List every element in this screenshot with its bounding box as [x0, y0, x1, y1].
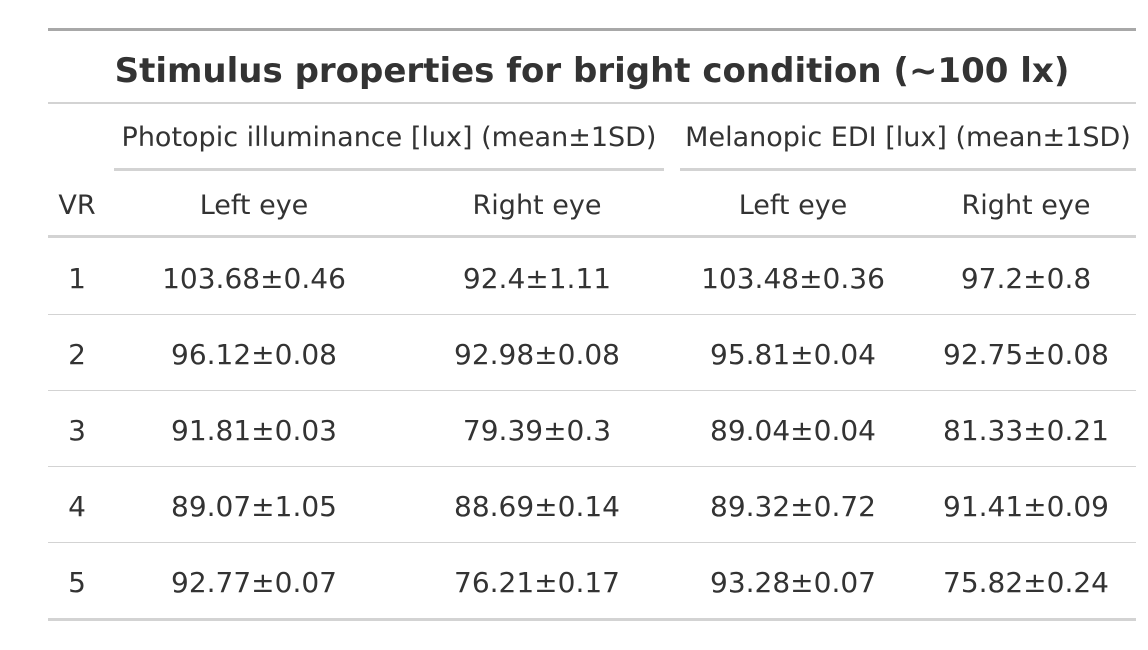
table-cell: 88.69±0.14 [454, 490, 620, 523]
spanner-photopic-rule [114, 168, 664, 171]
table-cell: 79.39±0.3 [462, 414, 612, 447]
spanner-photopic: Photopic illuminance [lux] (mean±1SD) [121, 122, 657, 153]
table-cell: 92.77±0.07 [171, 566, 337, 599]
table-cell: 91.81±0.03 [171, 414, 337, 447]
column-header-photopic-left-eye: Left eye [199, 190, 309, 221]
table-cell: 95.81±0.04 [710, 338, 876, 371]
table-cell: 96.12±0.08 [171, 338, 337, 371]
table-cell: 103.48±0.36 [701, 262, 885, 295]
table-cell: 91.41±0.09 [943, 490, 1109, 523]
row-rule [48, 466, 1136, 467]
table-cell: 92.75±0.08 [943, 338, 1109, 371]
spanner-melanopic-rule [680, 168, 1136, 171]
table-cell: 75.82±0.24 [943, 566, 1109, 599]
table-cell: 4 [68, 490, 86, 523]
table-cell: 3 [68, 414, 86, 447]
bottom-rule [48, 618, 1136, 621]
row-rule [48, 542, 1136, 543]
column-header-vr: VR [58, 190, 96, 221]
table-cell: 76.21±0.17 [454, 566, 620, 599]
table-cell: 92.4±1.11 [462, 262, 612, 295]
column-header-photopic-right-eye: Right eye [472, 190, 602, 221]
row-rule [48, 314, 1136, 315]
table-cell: 81.33±0.21 [943, 414, 1109, 447]
table-title: Stimulus properties for bright condition… [114, 51, 1070, 91]
stimulus-table: Stimulus properties for bright condition… [48, 0, 1136, 650]
table-cell: 103.68±0.46 [162, 262, 346, 295]
table-cell: 5 [68, 566, 86, 599]
table-cell: 97.2±0.8 [960, 262, 1092, 295]
table-cell: 89.04±0.04 [710, 414, 876, 447]
column-header-melanopic-right-eye: Right eye [961, 190, 1091, 221]
top-rule [48, 28, 1136, 31]
title-rule [48, 102, 1136, 104]
table-cell: 92.98±0.08 [454, 338, 620, 371]
table-cell: 2 [68, 338, 86, 371]
spanner-melanopic: Melanopic EDI [lux] (mean±1SD) [685, 122, 1131, 153]
table-cell: 89.32±0.72 [710, 490, 876, 523]
header-rule [48, 235, 1136, 238]
column-header-melanopic-left-eye: Left eye [738, 190, 848, 221]
table-cell: 93.28±0.07 [710, 566, 876, 599]
row-rule [48, 390, 1136, 391]
table-cell: 89.07±1.05 [171, 490, 337, 523]
table-cell: 1 [68, 262, 86, 295]
